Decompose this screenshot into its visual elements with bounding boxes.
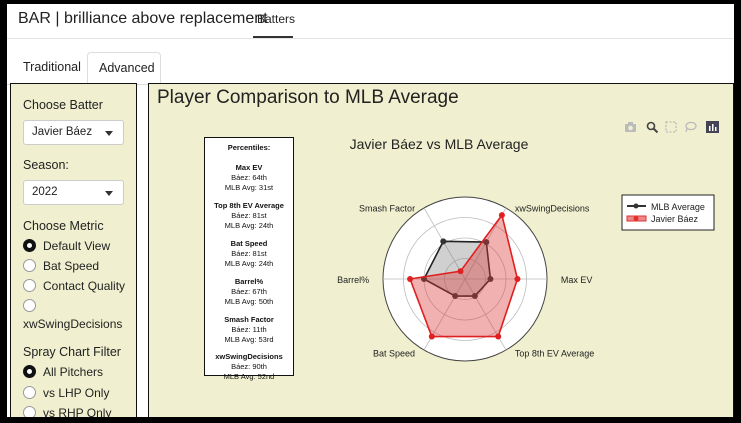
radar-point-mlb	[487, 276, 494, 282]
radio-label-vs-lhp: vs LHP Only	[43, 386, 110, 400]
radar-axis-label: Max EV	[561, 275, 593, 285]
nav-tab-batters[interactable]: Batters	[257, 12, 296, 26]
radar-point-baez	[457, 268, 464, 275]
radio-label-bat-speed: Bat Speed	[43, 259, 100, 273]
radar-point-mlb	[471, 293, 478, 300]
pct-player-value: Báez: 81st	[231, 211, 267, 220]
camera-icon[interactable]	[624, 121, 637, 133]
pct-metric-name: xwSwingDecisions	[215, 352, 283, 361]
chart-legend: MLB Average Javier Báez	[621, 194, 715, 231]
radio-vs-lhp[interactable]	[23, 386, 36, 399]
radar-axis-labels: Max EV Top 8th EV Average Bat Speed Barrel%…	[337, 203, 594, 358]
radar-series	[407, 212, 521, 340]
radio-label-all-pitchers: All Pitchers	[43, 365, 104, 379]
batter-select-value: Javier Báez	[32, 126, 93, 138]
radio-contact-quality[interactable]	[23, 279, 36, 292]
plotly-logo-icon[interactable]	[706, 121, 719, 133]
chevron-down-icon	[105, 191, 113, 196]
season-select[interactable]: 2022	[23, 180, 124, 205]
pct-metric-name: Max EV	[235, 163, 263, 172]
radio-bat-speed[interactable]	[23, 259, 36, 272]
pct-avg-value: MLB Avg: 24th	[224, 221, 274, 230]
radar-point-baez	[514, 276, 521, 282]
chart-title: Javier Báez vs MLB Average	[350, 136, 529, 152]
radar-axis-label: xwSwingDecisions	[515, 203, 590, 213]
percentiles-box: Percentiles: Max EV Báez: 64th MLB Avg: …	[204, 137, 294, 381]
legend-marker-mlb	[633, 203, 639, 209]
brand-title: BAR | brilliance above replacement	[18, 10, 268, 27]
sidebar: Choose Batter Javier Báez Season: 2022 C…	[10, 83, 137, 417]
radio-label-default-view: Default View	[43, 239, 111, 253]
radar-axis-label: Smash Factor	[359, 203, 415, 213]
radar-axis-label: Bat Speed	[373, 349, 415, 359]
radar-axis-label: Top 8th EV Average	[515, 349, 594, 359]
legend-label-mlb: MLB Average	[651, 202, 705, 212]
radar-chart: Max EV Top 8th EV Average Bat Speed Barrel%…	[337, 136, 715, 362]
tab-advanced[interactable]: Advanced	[87, 52, 161, 84]
radar-axis-label: Barrel%	[337, 275, 369, 285]
pct-metric-name: Bat Speed	[230, 239, 268, 248]
tab-advanced-label: Advanced	[99, 61, 155, 75]
radio-label-vs-rhp: vs RHP Only	[43, 406, 112, 417]
radio-label-xwswingdecisions: xwSwingDecisions	[23, 317, 123, 331]
chevron-down-icon	[105, 131, 113, 136]
pct-avg-value: MLB Avg: 53rd	[224, 335, 274, 344]
lasso-icon[interactable]	[684, 121, 697, 133]
spray-filter-label: Spray Chart Filter	[23, 345, 121, 359]
radio-label-contact-quality: Contact Quality	[43, 279, 126, 293]
pct-metric-name: Smash Factor	[224, 315, 274, 324]
nav-tab-active-indicator	[253, 36, 293, 38]
pct-metric-name: Barrel%	[234, 277, 264, 286]
radar-point-baez	[407, 276, 414, 282]
season-select-value: 2022	[32, 186, 58, 198]
comparison-panel: Player Comparison to MLB Average Percent…	[148, 83, 734, 417]
app-window: BAR | brilliance above replacement Batte…	[7, 4, 734, 417]
season-label: Season:	[23, 158, 69, 172]
pct-avg-value: MLB Avg: 52nd	[223, 372, 275, 381]
pct-player-value: Báez: 67th	[231, 287, 267, 296]
pct-player-value: Báez: 81st	[231, 249, 267, 258]
legend-marker-baez	[633, 216, 639, 221]
radar-grid	[382, 196, 548, 362]
radar-point-baez	[428, 333, 435, 340]
choose-batter-label: Choose Batter	[23, 98, 103, 112]
tab-bar: Traditional Advanced	[7, 52, 734, 85]
pct-player-value: Báez: 11th	[231, 325, 267, 334]
legend-label-baez: Javier Báez	[651, 214, 699, 224]
radio-vs-rhp[interactable]	[23, 406, 36, 417]
pct-avg-value: MLB Avg: 31st	[224, 183, 274, 192]
radio-xwswingdecisions[interactable]	[23, 299, 36, 312]
radar-point-mlb	[440, 238, 447, 245]
radar-point-mlb	[483, 239, 490, 246]
radio-default-view[interactable]	[23, 239, 36, 252]
pct-player-value: Báez: 64th	[231, 173, 267, 182]
radar-point-baez	[498, 212, 505, 219]
panel-title: Player Comparison to MLB Average	[157, 87, 459, 108]
radio-all-pitchers[interactable]	[23, 365, 36, 378]
metric-label: Choose Metric	[23, 219, 104, 233]
pct-avg-value: MLB Avg: 24th	[224, 259, 274, 268]
navbar: BAR | brilliance above replacement Batte…	[7, 4, 734, 39]
radar-point-mlb	[452, 293, 459, 300]
pct-avg-value: MLB Avg: 50th	[224, 297, 274, 306]
tab-traditional[interactable]: Traditional	[23, 60, 81, 74]
percentiles-heading: Percentiles:	[227, 143, 271, 152]
pct-metric-name: Top 8th EV Average	[214, 201, 284, 210]
pct-player-value: Báez: 90th	[231, 362, 267, 371]
radar-point-baez	[495, 333, 502, 340]
zoom-icon[interactable]	[646, 121, 659, 133]
box-select-icon[interactable]	[665, 121, 678, 133]
batter-select[interactable]: Javier Báez	[23, 120, 124, 145]
